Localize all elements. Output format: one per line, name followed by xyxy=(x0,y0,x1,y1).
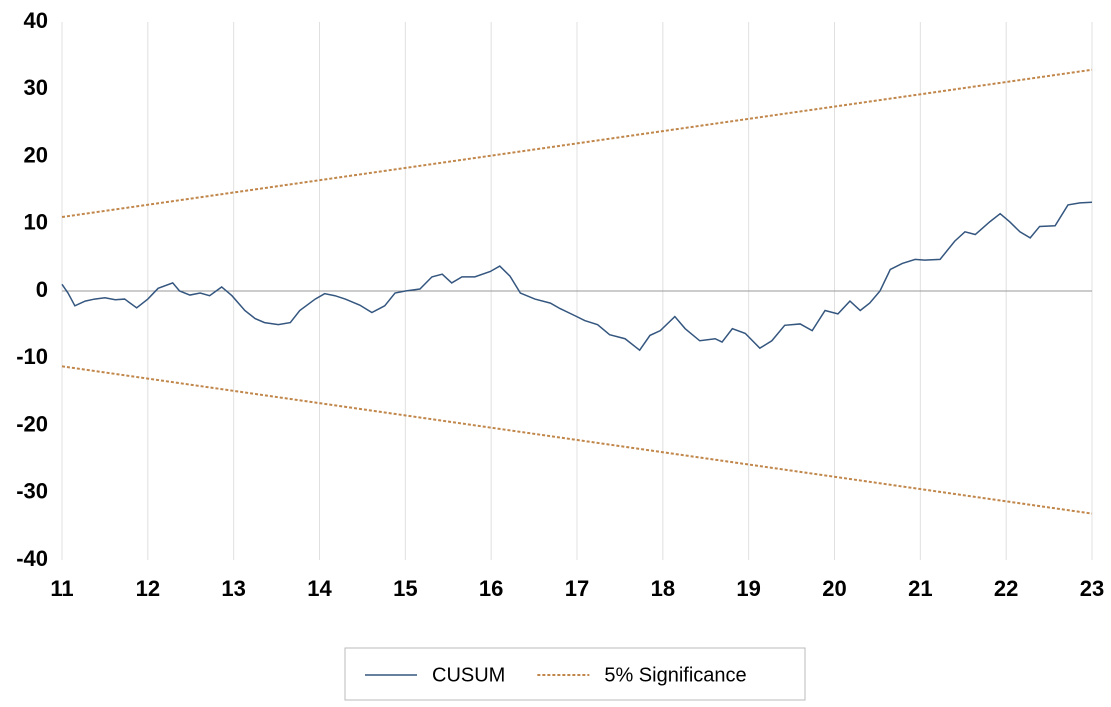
x-tick-label: 12 xyxy=(136,576,160,601)
y-tick-label: -30 xyxy=(16,479,48,504)
x-tick-label: 14 xyxy=(307,576,332,601)
x-tick-label: 13 xyxy=(221,576,245,601)
line-series xyxy=(61,365,1093,515)
y-tick-label: 20 xyxy=(24,142,48,167)
x-tick-label: 18 xyxy=(651,576,675,601)
y-tick-label: 30 xyxy=(24,75,48,100)
y-tick-label: 40 xyxy=(24,8,48,33)
y-tick-label: -10 xyxy=(16,344,48,369)
x-tick-label: 17 xyxy=(565,576,589,601)
x-tick-label: 15 xyxy=(393,576,417,601)
x-tick-label: 19 xyxy=(736,576,760,601)
x-tick-label: 20 xyxy=(822,576,846,601)
x-tick-label: 11 xyxy=(50,576,73,601)
y-tick-label: 10 xyxy=(24,210,48,235)
y-tick-label: -20 xyxy=(16,411,48,436)
legend-label: 5% Significance xyxy=(604,664,746,686)
line-series xyxy=(61,68,1093,219)
legend-label: CUSUM xyxy=(432,664,505,686)
y-tick-label: 0 xyxy=(36,277,48,302)
x-tick-label: 16 xyxy=(479,576,503,601)
line-series xyxy=(61,201,1093,352)
x-tick-label: 22 xyxy=(994,576,1018,601)
x-tick-label: 21 xyxy=(908,576,932,601)
x-tick-label: 23 xyxy=(1080,576,1104,601)
y-tick-label: -40 xyxy=(16,546,48,571)
